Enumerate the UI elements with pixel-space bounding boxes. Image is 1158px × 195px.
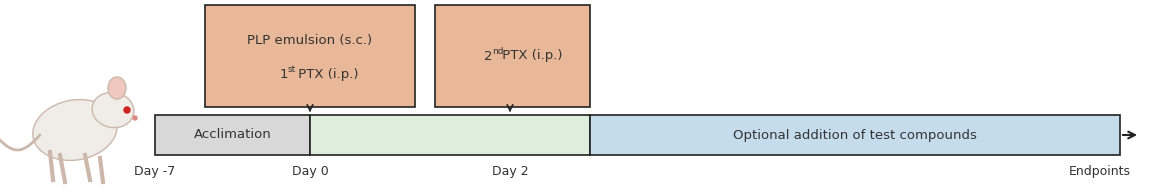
Bar xyxy=(310,115,589,155)
Text: st: st xyxy=(288,65,296,74)
Text: nd: nd xyxy=(492,46,504,56)
Text: Acclimation: Acclimation xyxy=(193,129,271,142)
Ellipse shape xyxy=(32,100,117,160)
Circle shape xyxy=(124,107,130,113)
Text: PTX (i.p.): PTX (i.p.) xyxy=(498,50,563,63)
Bar xyxy=(155,115,310,155)
Circle shape xyxy=(133,116,137,120)
Bar xyxy=(589,115,1120,155)
Bar xyxy=(435,5,589,107)
Text: Day -7: Day -7 xyxy=(134,165,176,178)
Text: 2: 2 xyxy=(484,50,492,63)
Text: 1: 1 xyxy=(279,68,288,81)
Ellipse shape xyxy=(93,92,134,128)
Text: Day 0: Day 0 xyxy=(292,165,329,178)
Ellipse shape xyxy=(108,77,126,99)
Text: Day 2: Day 2 xyxy=(492,165,528,178)
Text: PLP emulsion (s.c.): PLP emulsion (s.c.) xyxy=(248,34,373,47)
Bar xyxy=(205,5,415,107)
Text: Endpoints: Endpoints xyxy=(1069,165,1131,178)
Text: PTX (i.p.): PTX (i.p.) xyxy=(294,68,359,81)
Text: Optional addition of test compounds: Optional addition of test compounds xyxy=(733,129,977,142)
